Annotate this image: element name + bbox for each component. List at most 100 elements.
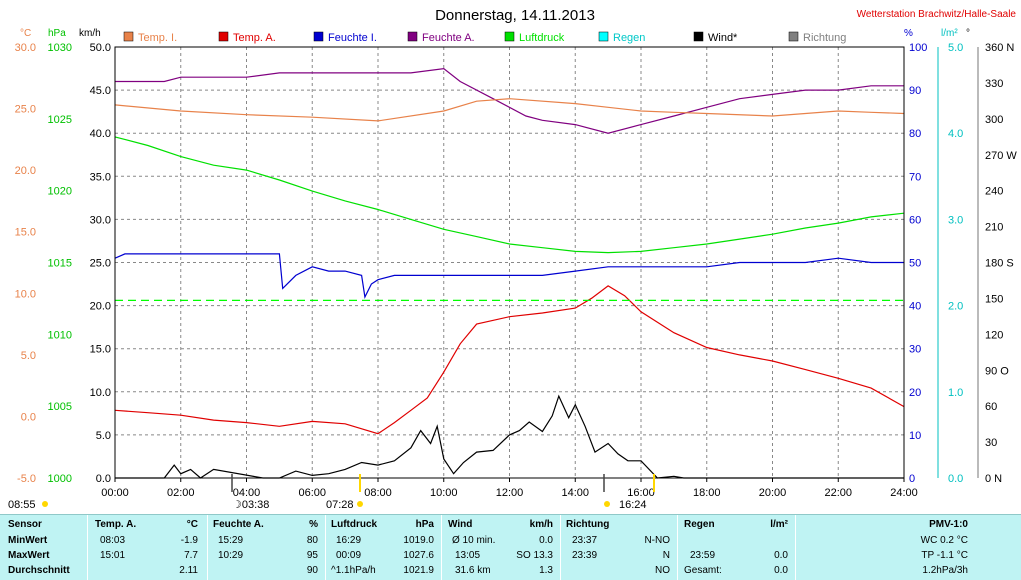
temp-axis-tick: 25.0 [15,104,36,116]
temp-unit-label: °C [20,28,31,39]
press-unit-label: hPa [48,28,66,39]
row-label-min: MinWert [8,535,48,546]
hum-axis-tick: 50 [909,258,921,270]
plot-frame [114,46,905,479]
wind-axis-tick: 10.0 [90,387,111,399]
temp-axis-tick: 20.0 [15,165,36,177]
sun-icon [42,501,48,507]
legend-swatch [218,31,229,42]
max-temp-time: 15:01 [100,550,126,561]
x-axis-tick: 06:00 [298,487,326,499]
astro-markers: 08:55 ☽03:38 07:28 16:24 [8,474,655,511]
x-axis-tick: 08:00 [364,487,392,499]
min-hum-time: 15:29 [218,535,244,546]
rain-axis-tick: 3.0 [948,214,963,226]
sunset-icon [604,501,610,507]
hum-axis-tick: 40 [909,301,921,313]
wind-axis-tick: 15.0 [90,344,111,356]
legend: Temp. I. Temp. A. Feuchte I. Feuchte A. Luft… [123,31,846,44]
series-line [114,285,905,435]
dir-axis-tick: 300 [985,114,1003,126]
header-rain-unit: l/m² [770,519,788,530]
column-separator [325,515,326,580]
rain-total-value: 0.0 [774,565,788,576]
max-dir-value: N [662,550,670,561]
hum-axis-tick: 80 [909,128,921,140]
legend-label: Luftdruck [519,32,565,44]
max-rain-time: 23:59 [690,550,716,561]
temp-axis-tick: 5.0 [21,350,36,362]
sunrise-icon [357,501,363,507]
wind-unit-label: km/h [79,28,101,39]
header-hum: Feuchte A. [213,519,264,530]
max-press-value: 1027.6 [403,550,434,561]
max-hum-time: 10:29 [218,550,244,561]
avg-press-value: 1021.9 [403,565,434,576]
sunset-label: 16:24 [619,499,647,511]
dir-axis-tick: 270 W [985,150,1017,162]
dir-axis-tick: 30 [985,437,997,449]
row-label-max: MaxWert [8,550,50,561]
min-wind-label: Ø 10 min. [452,535,496,546]
rain-unit-label: l/m² [941,28,958,39]
press-axis-tick: 1010 [48,329,72,341]
dir-axis-tick: 360 N [985,42,1014,54]
wind-axis-tick: 40.0 [90,128,111,140]
temp-axis-tick: 15.0 [15,227,36,239]
station-name: Wetterstation Brachwitz/Halle-Saale [857,9,1017,20]
x-axis-tick: 10:00 [430,487,458,499]
dir-axis-tick: 330 [985,78,1003,90]
pmv-wc: WC 0.2 °C [920,535,968,546]
x-axis-tick: 24:00 [890,487,918,499]
press-axis-tick: 1025 [48,114,72,126]
wind-axis-tick: 30.0 [90,214,111,226]
chart-background [0,0,1021,514]
max-temp-value: 7.7 [184,550,198,561]
avg-press-trend: ^1.1hPa/h [331,565,376,576]
min-temp-time: 08:03 [100,535,126,546]
header-wind: Wind [448,519,473,530]
avg-wind-value: 1.3 [539,565,553,576]
series-line [115,67,904,134]
hum-axis-tick: 30 [909,344,921,356]
press-axis-tick: 1030 [48,42,72,54]
legend-swatch [598,31,609,42]
temp-axis-tick: 0.0 [21,411,36,423]
rain-axis-tick: 2.0 [948,301,963,313]
min-dir-value: N-NO [644,535,670,546]
press-axis-tick: 1020 [48,186,72,198]
press-axis-tick: 1000 [48,473,72,485]
wind-axis-tick: 45.0 [90,85,111,97]
chart-title: Donnerstag, 14.11.2013 [435,7,595,24]
hum-axis-tick: 90 [909,85,921,97]
hum-axis-tick: 60 [909,214,921,226]
x-axis-tick: 00:00 [101,487,129,499]
rain-total-label: Gesamt: [684,565,722,576]
temp-axis-tick: -5.0 [17,473,36,485]
avg-hum-value: 90 [306,565,318,576]
legend-swatch [407,31,418,42]
max-dir-time: 23:39 [572,550,598,561]
hum-axis-tick: 10 [909,430,921,442]
max-wind-time: 13:05 [455,550,481,561]
dir-axis-tick: 240 [985,186,1003,198]
legend-label: Feuchte A. [422,32,475,44]
header-dir: Richtung [566,519,610,530]
legend-swatch [123,31,134,42]
legend-label: Wind* [708,32,738,44]
rain-axis-tick: 4.0 [948,128,963,140]
pmv-tp: TP -1.1 °C [921,550,968,561]
rain-axis-tick: 0.0 [948,473,963,485]
header-temp: Temp. A. [95,519,137,530]
header-wind-unit: km/h [529,519,553,530]
legend-label: Feuchte I. [328,32,377,44]
series-line [114,253,904,299]
x-axis-tick: 22:00 [824,487,852,499]
row-label-avg: Durchschnitt [8,565,70,576]
hum-axis-tick: 100 [909,42,927,54]
hum-axis-tick: 20 [909,387,921,399]
avg-wind-run: 31.6 km [455,565,491,576]
min-temp-value: -1.9 [180,535,198,546]
dir-unit-label: ° [966,28,970,39]
header-press-unit: hPa [415,519,434,530]
